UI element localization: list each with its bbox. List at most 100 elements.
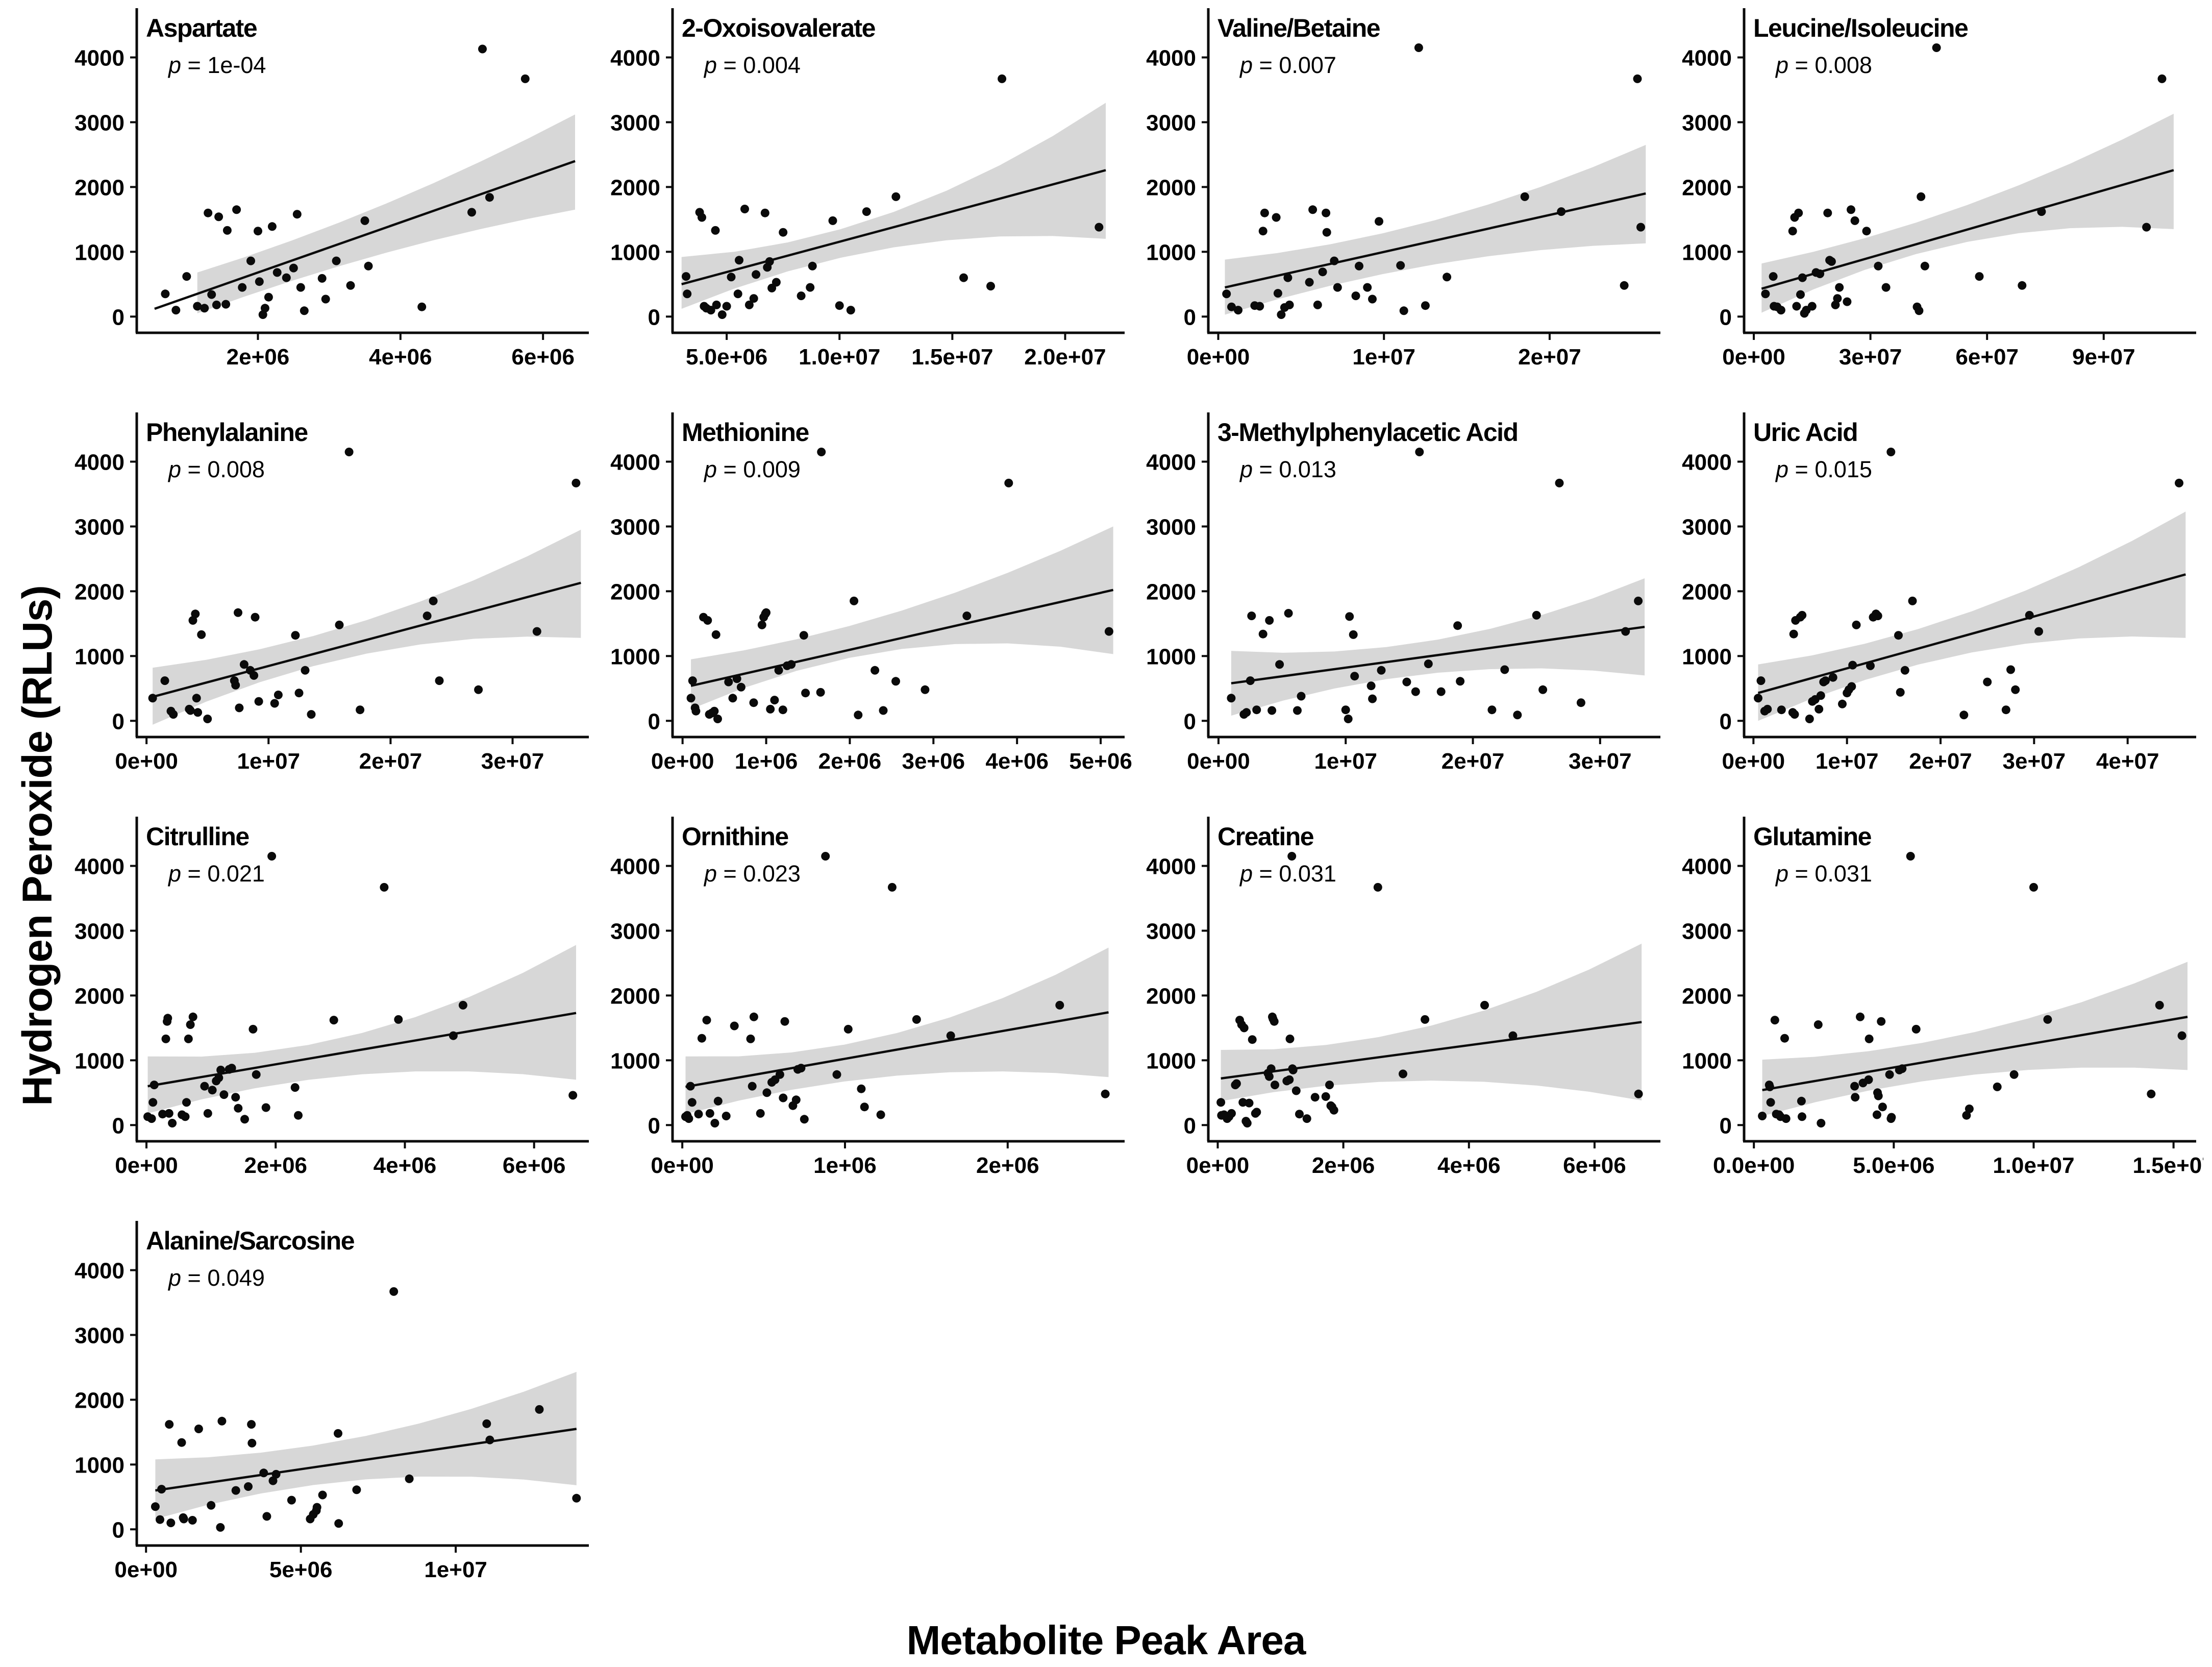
data-point [1095,223,1104,232]
data-point [267,852,277,861]
data-point [1636,223,1645,232]
confidence-ribbon [691,526,1113,709]
data-point [203,715,212,723]
y-tick-label: 2000 [610,579,660,604]
scatter-plot-3-methylphenylacetic-acid: 0 1000 2000 3000 4000 0e+00 1e+07 2e+07 3e+07 3-M… [1146,412,1660,774]
data-point [193,708,203,717]
data-point [482,1419,491,1428]
x-tick-label: 5.0e+06 [1853,1153,1934,1178]
data-point [1270,1017,1279,1026]
data-point [1368,694,1377,703]
data-point [203,1109,212,1118]
data-point [239,660,248,669]
data-point [1900,666,1909,675]
data-point [1291,1086,1301,1095]
data-point [352,1485,361,1494]
data-point [1770,1016,1779,1025]
data-point [1866,661,1875,670]
x-tick-label: 1.5e+07 [2132,1153,2203,1178]
data-point [1355,261,1363,271]
x-tick-label: 3e+07 [1569,749,1632,774]
data-point [1232,1079,1241,1088]
data-point [1965,1105,1974,1113]
data-point [749,1012,758,1021]
data-point [1847,682,1856,691]
data-point [735,256,743,265]
data-point [1321,1092,1330,1101]
fit-line [1224,192,1646,289]
data-point [713,715,722,723]
data-point [429,596,438,605]
data-point [2011,685,2020,694]
x-tick-label: 6e+06 [511,345,575,370]
data-point [843,1024,853,1034]
data-point [200,1082,209,1091]
data-point [1975,272,1984,281]
y-tick-label: 1000 [610,1048,660,1073]
y-tick-label: 2000 [610,984,660,1009]
x-tick-label: 3e+07 [481,749,544,774]
x-tick-label: 0e+00 [115,1153,178,1178]
data-point [765,257,774,266]
p-value-label: p = 0.021 [167,861,265,887]
data-point [712,300,721,309]
y-tick-label: 0 [112,709,125,734]
scatter-plot-glutamine: 0 1000 2000 3000 4000 0.0e+00 5.0e+06 1.0e+07 1.… [1682,817,2212,1178]
data-point [694,1110,703,1119]
data-point [1272,213,1281,222]
data-point [1796,290,1805,299]
data-point [686,1082,695,1091]
data-point [1797,1096,1806,1106]
data-point [1788,227,1797,236]
y-tick-label: 1000 [1146,1048,1196,1073]
data-point [1313,300,1322,309]
data-point [1366,681,1376,691]
data-point [1322,208,1331,217]
scatter-plot-creatine: 0 1000 2000 3000 4000 0e+00 2e+06 4e+06 6e+06 Cre… [1146,817,1660,1178]
data-point [1344,715,1353,723]
data-point [1520,192,1529,201]
data-point [797,1064,806,1073]
data-point [1234,306,1242,315]
x-tick-label: 2.0e+07 [1024,345,1106,370]
data-point [711,226,720,235]
data-point [1983,677,1992,687]
y-tick-label: 2000 [1682,175,1732,200]
data-point [181,1112,190,1121]
data-point [161,1034,170,1043]
fit-line [681,169,1106,285]
data-point [1284,609,1293,618]
data-point [1621,627,1630,636]
data-point [835,301,844,310]
data-point [921,685,930,694]
data-point [1850,1082,1859,1091]
data-point [1908,596,1917,605]
y-tick-label: 0 [1720,709,1732,734]
data-point [1238,1098,1248,1107]
data-point [779,228,788,237]
data-point [193,302,202,311]
y-tick-label: 3000 [74,1323,125,1348]
x-tick-label: 1e+07 [1352,345,1415,370]
scatter-plot-2-oxoisovalerate: 0 1000 2000 3000 4000 5.0e+06 1.0e+07 1.5e+07 2.… [610,8,1125,370]
data-point [270,699,279,708]
data-point [749,294,758,303]
data-point [732,674,741,683]
data-point [216,1523,225,1532]
data-point [1373,882,1382,892]
data-point [287,1496,296,1505]
data-point [334,1519,343,1528]
data-point [1415,448,1424,456]
y-tick-label: 0 [1720,305,1732,330]
data-point [1792,302,1801,311]
data-point [1881,283,1891,292]
data-point [1915,306,1924,315]
data-point [1633,74,1642,83]
data-point [1756,676,1766,685]
data-point [232,205,241,214]
x-tick-label: 4e+06 [369,345,432,370]
data-point [247,1420,256,1429]
data-point [1634,1089,1643,1098]
data-point [1239,1023,1249,1033]
data-point [1508,1031,1518,1040]
